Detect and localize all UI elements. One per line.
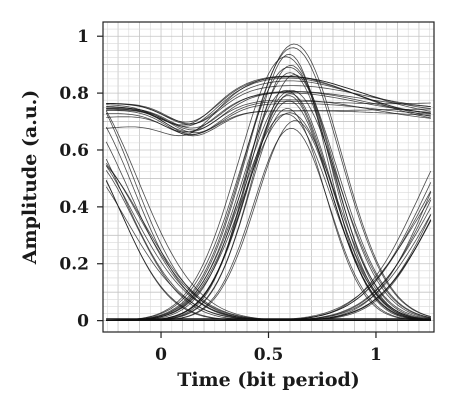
trace-zero-one-zero xyxy=(106,47,431,321)
x-tick-label: 0.5 xyxy=(254,345,284,365)
trace-one-one xyxy=(106,91,431,129)
trace-one-one xyxy=(106,104,431,135)
y-tick-label: 0 xyxy=(77,312,89,332)
trace-zero-one xyxy=(106,219,432,321)
trace-one-one xyxy=(106,103,431,134)
y-tick-label: 0.6 xyxy=(59,141,89,161)
trace-one-one xyxy=(106,75,431,126)
y-tick-label: 1 xyxy=(77,27,89,47)
trace-one-one xyxy=(106,92,431,133)
y-tick-label: 0.8 xyxy=(59,84,89,104)
y-tick-label: 0.2 xyxy=(59,255,89,275)
y-axis-label: Amplitude (a.u.) xyxy=(19,90,41,265)
traces xyxy=(105,43,432,321)
x-tick-label: 0 xyxy=(155,345,167,365)
x-axis-label: Time (bit period) xyxy=(177,369,360,391)
y-ticks: 0 0.2 0.4 0.6 0.8 1 xyxy=(59,27,103,332)
y-tick-label: 0.4 xyxy=(59,198,89,218)
x-ticks: 0 0.5 1 xyxy=(155,332,382,365)
x-tick-label: 1 xyxy=(370,345,382,365)
trace-one-one xyxy=(106,99,431,133)
trace-one-one xyxy=(106,76,431,123)
trace-zero-one-zero xyxy=(106,112,431,321)
